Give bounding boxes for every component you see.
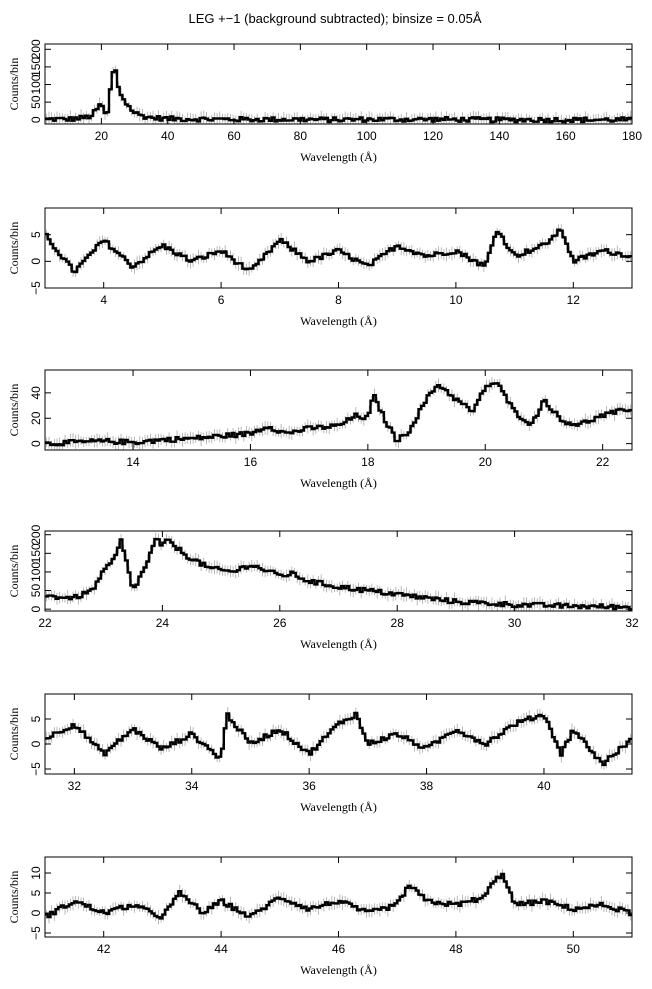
x-axis-label: Wavelength (Å) [300, 963, 377, 977]
y-tick-label: 0 [29, 909, 43, 916]
y-tick-label: 5 [29, 889, 43, 896]
y-tick-label: 100 [29, 562, 43, 582]
x-tick-label: 12 [567, 293, 581, 307]
plot-area [45, 377, 632, 450]
y-tick-label: 0 [29, 116, 43, 123]
x-tick-label: 36 [302, 779, 316, 793]
x-tick-label: 40 [537, 779, 551, 793]
spectrum-series [45, 69, 632, 124]
y-axis-label: Counts/bin [7, 708, 21, 761]
x-tick-label: 6 [218, 293, 225, 307]
y-tick-label: 100 [29, 74, 43, 94]
plot-area [45, 707, 632, 770]
x-tick-label: 28 [391, 616, 405, 630]
plot-frame [44, 43, 633, 125]
panel-1: 20 40 60 80 100 120 140 160 180050100150200Wavel… [7, 39, 642, 164]
x-tick-label: 44 [214, 942, 228, 956]
x-tick-label: 18 [361, 455, 375, 469]
x-tick-label: 14 [126, 455, 140, 469]
y-tick-label: 50 [29, 584, 43, 598]
x-tick-label: 40 [161, 129, 175, 143]
x-tick-label: 50 [567, 942, 581, 956]
x-tick-label: 16 [244, 455, 258, 469]
y-tick-label: −5 [29, 926, 43, 940]
x-tick-label: 80 [294, 129, 308, 143]
x-tick-label: 32 [68, 779, 82, 793]
plot-area [45, 65, 632, 124]
plot-frame [44, 856, 633, 938]
x-tick-label: 22 [596, 455, 610, 469]
x-tick-label: 120 [423, 129, 443, 143]
plot-frame [44, 693, 633, 775]
plot-frame [44, 369, 633, 451]
spectrum-series [45, 228, 632, 274]
x-tick-label: 34 [185, 779, 199, 793]
x-tick-label: 48 [449, 942, 463, 956]
spectrum-series [45, 382, 632, 447]
x-tick-label: 180 [622, 129, 642, 143]
y-tick-label: 0 [29, 440, 43, 447]
figure-title: LEG +−1 (background subtracted); binsize… [188, 11, 481, 26]
panel-3: 14 16 18 20 22 0 20 40 Wavelength (Å) Counts/bin [7, 369, 633, 490]
y-tick-label: 40 [29, 386, 43, 400]
y-tick-label: 5 [29, 715, 43, 722]
x-tick-label: 160 [556, 129, 576, 143]
y-tick-label: 200 [29, 524, 43, 544]
x-tick-label: 20 [479, 455, 493, 469]
x-axis-label: Wavelength (Å) [300, 314, 377, 328]
error-bars [45, 868, 632, 925]
x-axis-label: Wavelength (Å) [300, 800, 377, 814]
x-tick-label: 140 [489, 129, 509, 143]
x-tick-label: 22 [38, 616, 52, 630]
plot-area [45, 224, 632, 278]
y-tick-label: 5 [29, 231, 43, 238]
error-bars [45, 224, 632, 278]
panels: 20 40 60 80 100 120 140 160 180050100150200Wavel… [7, 39, 642, 977]
spectrum-series [45, 537, 632, 611]
x-axis-label: Wavelength (Å) [300, 637, 377, 651]
x-tick-label: 30 [508, 616, 522, 630]
x-tick-label: 20 [95, 129, 109, 143]
x-tick-label: 46 [332, 942, 346, 956]
x-tick-label: 60 [227, 129, 241, 143]
y-tick-label: −5 [29, 281, 43, 295]
x-tick-label: 4 [100, 293, 107, 307]
x-tick-label: 10 [449, 293, 463, 307]
y-tick-label: 150 [29, 57, 43, 77]
y-tick-label: 20 [29, 411, 43, 425]
plot-frame [44, 530, 633, 612]
x-tick-label: 42 [97, 942, 111, 956]
y-axis-label: Counts/bin [7, 222, 21, 275]
x-tick-label: 24 [156, 616, 170, 630]
x-axis-label: Wavelength (Å) [300, 150, 377, 164]
x-axis-label: Wavelength (Å) [300, 476, 377, 490]
y-tick-label: −5 [29, 762, 43, 776]
panel-6: 42 44 46 48 50 −5 0 5 10 Wavelength (Å) Counts/bin [7, 856, 633, 977]
y-tick-label: 10 [29, 866, 43, 880]
y-axis-label: Counts/bin [7, 384, 21, 437]
x-tick-label: 8 [335, 293, 342, 307]
plot-area [45, 868, 632, 925]
spectrum-series [45, 872, 632, 920]
plot-area [45, 532, 632, 611]
panel-2: 4 6 8 10 12 −5 0 5 Wavelength (Å) Counts/bin [7, 207, 633, 328]
y-tick-label: 50 [29, 95, 43, 109]
x-tick-label: 38 [420, 779, 434, 793]
y-axis-label: Counts/bin [7, 545, 21, 598]
y-tick-label: 0 [29, 605, 43, 612]
x-tick-label: 26 [273, 616, 287, 630]
y-axis-label: Counts/bin [7, 58, 21, 111]
y-tick-label: 0 [29, 740, 43, 747]
y-axis-label: Counts/bin [7, 871, 21, 924]
x-tick-label: 32 [625, 616, 639, 630]
y-tick-label: 0 [29, 258, 43, 265]
x-tick-label: 100 [357, 129, 377, 143]
y-tick-label: 150 [29, 543, 43, 563]
panel-5: 32 34 36 38 40 −5 0 5 Wavelength (Å) Counts/bin [7, 693, 633, 814]
y-tick-label: 200 [29, 39, 43, 59]
spectrum-series [45, 711, 632, 767]
